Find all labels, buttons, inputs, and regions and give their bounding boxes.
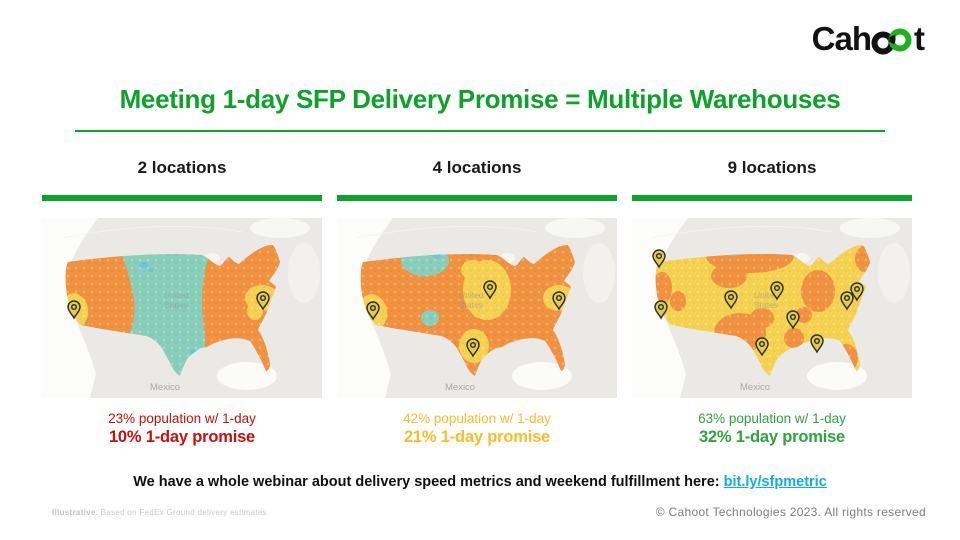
us-coverage-map: United States Mexico bbox=[42, 218, 322, 398]
panel-2-locations: 2 locations bbox=[42, 158, 322, 447]
population-stat: 63% population w/ 1-day bbox=[698, 411, 846, 426]
promise-stat: 21% 1-day promise bbox=[403, 428, 551, 446]
logo-chain-oo-icon bbox=[871, 28, 912, 55]
us-coverage-map: United States Mexico bbox=[337, 218, 617, 398]
column-underline-bar bbox=[337, 195, 617, 201]
map-label-mexico: Mexico bbox=[150, 382, 180, 393]
page-title: Meeting 1-day SFP Delivery Promise = Mul… bbox=[119, 84, 841, 114]
coverage-map-4-locations: United States Mexico bbox=[337, 218, 617, 398]
webinar-link[interactable]: bit.ly/sfpmetric bbox=[723, 474, 827, 490]
footnote-emphasis: Illustrative. bbox=[52, 508, 99, 517]
map-label-united-states: United States bbox=[164, 290, 189, 310]
copyright: © Cahoot Technologies 2023. All rights r… bbox=[655, 505, 926, 519]
column-underline-bar bbox=[42, 195, 322, 201]
cahoot-logo: Cah t bbox=[811, 20, 925, 58]
map-label-united-states: United States bbox=[754, 290, 779, 310]
footnote-rest: Based on FedEx Ground delivery estimates bbox=[98, 508, 267, 517]
coverage-map-9-locations: United States Mexico bbox=[632, 218, 912, 398]
map-label-united-states: United States bbox=[459, 290, 484, 310]
population-stat: 23% population w/ 1-day bbox=[108, 411, 256, 426]
webinar-callout: We have a whole webinar about delivery s… bbox=[0, 474, 960, 490]
logo-text-prefix: Cah bbox=[811, 20, 872, 57]
promise-stat: 10% 1-day promise bbox=[108, 428, 256, 446]
coverage-map-2-locations: United States Mexico bbox=[42, 218, 322, 398]
panel-9-locations: 9 locations bbox=[632, 158, 912, 447]
map-label-mexico: Mexico bbox=[445, 382, 475, 393]
promise-stat: 32% 1-day promise bbox=[698, 428, 846, 446]
column-underline-bar bbox=[632, 195, 912, 201]
column-header: 4 locations bbox=[432, 158, 522, 177]
logo-text-suffix: t bbox=[914, 20, 925, 57]
footnote: Illustrative. Based on FedEx Ground deli… bbox=[52, 508, 267, 517]
title-underline bbox=[75, 130, 885, 132]
webinar-text: We have a whole webinar about delivery s… bbox=[133, 474, 724, 490]
column-header: 2 locations bbox=[137, 158, 227, 177]
population-stat: 42% population w/ 1-day bbox=[403, 411, 551, 426]
us-coverage-map: United States Mexico bbox=[632, 218, 912, 398]
panel-4-locations: 4 locations bbox=[337, 158, 617, 447]
column-header: 9 locations bbox=[727, 158, 817, 177]
map-label-mexico: Mexico bbox=[740, 382, 770, 393]
